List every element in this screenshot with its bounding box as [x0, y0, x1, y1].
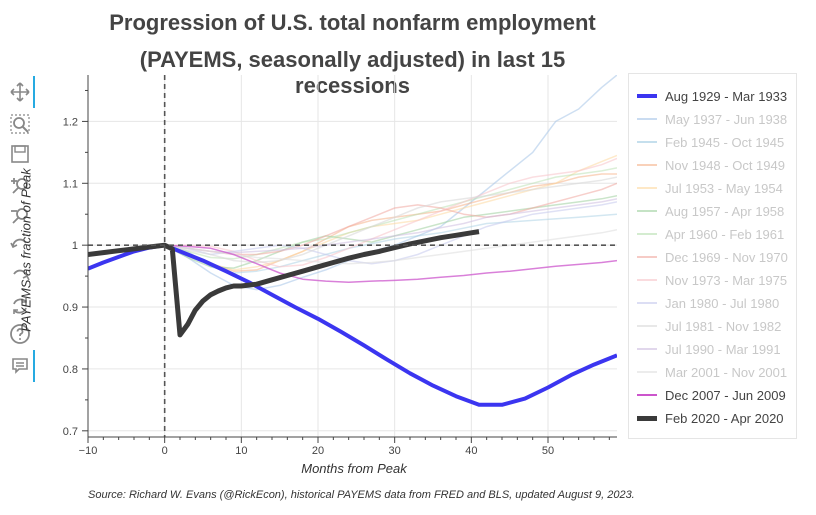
legend-label: Nov 1948 - Oct 1949 [665, 157, 785, 173]
legend-swatch [637, 187, 657, 189]
x-tick-label: 20 [312, 445, 324, 457]
legend-item[interactable]: Feb 1945 - Oct 1945 [637, 132, 784, 152]
save-tool-icon[interactable] [8, 142, 32, 166]
chart-legend: Aug 1929 - Mar 1933 May 1937 - Jun 1938 Fe… [628, 73, 797, 439]
legend-item[interactable]: Jan 1980 - Jul 1980 [637, 293, 779, 313]
legend-label: Jan 1980 - Jul 1980 [665, 295, 780, 311]
chart-toolbar [0, 76, 40, 386]
series-line[interactable] [164, 176, 617, 264]
series-line[interactable] [164, 75, 617, 291]
x-tick-label: 40 [465, 445, 477, 457]
series-line[interactable] [164, 244, 617, 284]
legend-swatch [637, 141, 657, 143]
y-tick-label: 0.7 [63, 426, 78, 438]
help-tool-icon[interactable] [8, 322, 32, 346]
legend-swatch [637, 348, 657, 350]
legend-label: Apr 1960 - Feb 1961 [665, 226, 785, 242]
pan-tool-icon[interactable] [8, 80, 32, 104]
legend-swatch [637, 325, 657, 327]
legend-item[interactable]: Aug 1929 - Mar 1933 [637, 86, 787, 106]
legend-label: Jul 1981 - Nov 1982 [665, 318, 782, 334]
hover-tool-icon[interactable] [8, 354, 32, 378]
reset-tool-icon[interactable] [8, 294, 32, 318]
series-line[interactable] [164, 154, 617, 271]
legend-label: Feb 1945 - Oct 1945 [665, 134, 785, 150]
legend-swatch [637, 279, 657, 281]
series-line[interactable] [164, 213, 617, 274]
legend-swatch [637, 118, 657, 120]
series-line[interactable] [164, 228, 617, 265]
legend-item[interactable]: Aug 1957 - Apr 1958 [637, 201, 784, 221]
y-axis-label: PAYEMS as fraction of Peak [18, 168, 34, 332]
box-zoom-tool-icon[interactable] [8, 112, 32, 136]
series-line[interactable] [164, 198, 617, 254]
legend-item[interactable]: Nov 1973 - Mar 1975 [637, 270, 787, 290]
legend-item[interactable]: Dec 1969 - Nov 1970 [637, 247, 788, 267]
y-tick-label: 0.8 [63, 364, 78, 376]
zoom-out-tool-icon[interactable] [8, 204, 32, 228]
legend-label: May 1937 - Jun 1938 [665, 111, 788, 127]
legend-label: Dec 1969 - Nov 1970 [665, 249, 788, 265]
source-note: Source: Richard W. Evans (@RickEcon), hi… [88, 489, 635, 501]
legend-item[interactable]: Feb 2020 - Apr 2020 [637, 408, 784, 428]
legend-label: Aug 1929 - Mar 1933 [665, 88, 788, 104]
zoom-in-tool-icon[interactable] [8, 174, 32, 198]
x-tick-label: 30 [389, 445, 401, 457]
x-tick-label: −10 [79, 445, 98, 457]
legend-item[interactable]: Mar 2001 - Nov 2001 [637, 362, 787, 382]
legend-swatch [637, 210, 657, 212]
legend-item[interactable]: Dec 2007 - Jun 2009 [637, 385, 786, 405]
y-tick-label: 1.1 [63, 178, 78, 190]
legend-label: Dec 2007 - Jun 2009 [665, 387, 786, 403]
legend-label: Aug 1957 - Apr 1958 [665, 203, 785, 219]
legend-swatch [637, 164, 657, 166]
series-line[interactable] [88, 243, 617, 407]
x-tick-label: 0 [162, 445, 168, 457]
legend-label: Mar 2001 - Nov 2001 [665, 364, 788, 380]
x-tick-label: 10 [235, 445, 247, 457]
legend-item[interactable]: Nov 1948 - Oct 1949 [637, 155, 785, 175]
active-tool-indicator [33, 76, 35, 108]
legend-item[interactable]: Jul 1990 - Mar 1991 [637, 339, 781, 359]
x-axis-label: Months from Peak [301, 461, 407, 476]
x-tick-label: 50 [542, 445, 554, 457]
legend-label: Feb 2020 - Apr 2020 [665, 410, 784, 426]
series-line[interactable] [164, 173, 617, 272]
legend-swatch [637, 233, 657, 235]
active-tool-indicator [33, 350, 35, 382]
legend-label: Nov 1973 - Mar 1975 [665, 272, 788, 288]
legend-swatch [637, 302, 657, 304]
y-tick-label: 1 [72, 240, 78, 252]
legend-swatch [637, 256, 657, 258]
legend-swatch [637, 394, 657, 396]
legend-label: Jul 1953 - May 1954 [665, 180, 783, 196]
legend-swatch [637, 94, 657, 98]
redo-tool-icon[interactable] [8, 264, 32, 288]
legend-item[interactable]: May 1937 - Jun 1938 [637, 109, 787, 129]
series-line[interactable] [164, 157, 617, 268]
series-group [88, 75, 617, 407]
legend-swatch [637, 415, 657, 421]
y-tick-label: 0.9 [63, 302, 78, 314]
y-tick-label: 1.2 [63, 116, 78, 128]
legend-item[interactable]: Jul 1953 - May 1954 [637, 178, 783, 198]
undo-tool-icon[interactable] [8, 234, 32, 258]
legend-label: Jul 1990 - Mar 1991 [665, 341, 781, 357]
legend-swatch [637, 371, 657, 373]
chart-title-line-2: (PAYEMS, seasonally adjusted) in last 15… [139, 47, 566, 98]
chart-title-line-1: Progression of U.S. total nonfarm employ… [109, 10, 596, 35]
legend-item[interactable]: Apr 1960 - Feb 1961 [637, 224, 784, 244]
legend-item[interactable]: Jul 1981 - Nov 1982 [637, 316, 781, 336]
